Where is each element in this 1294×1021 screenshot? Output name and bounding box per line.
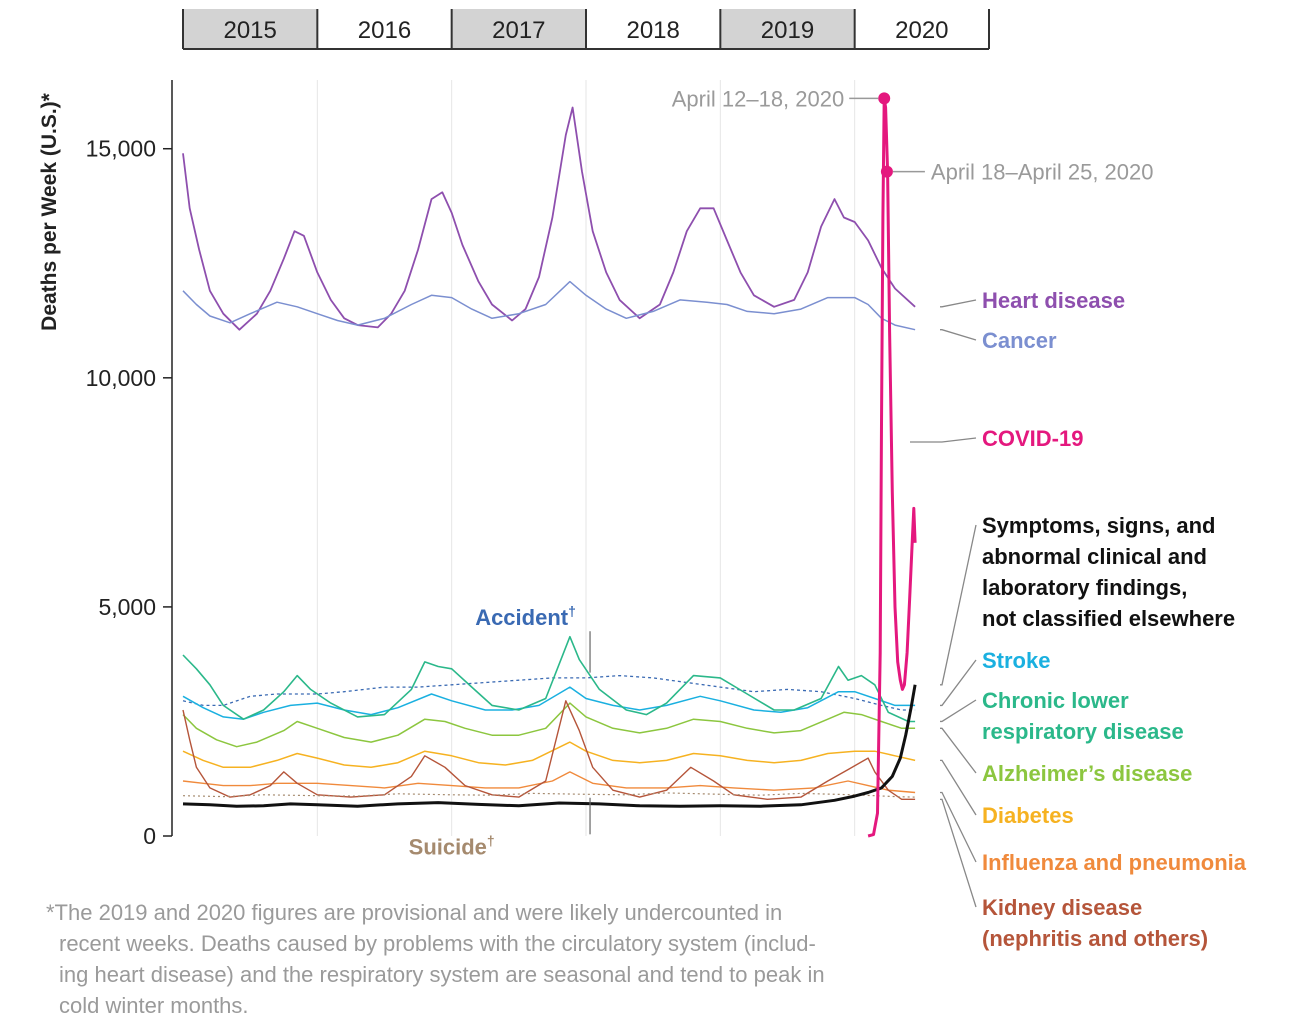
y-tick-label: 15,000 [86, 136, 156, 162]
series-label-text: Stroke [982, 648, 1050, 673]
series-label: Stroke [982, 648, 1050, 673]
series-label-text: Diabetes [982, 803, 1074, 828]
y-tick-label: 10,000 [86, 365, 156, 391]
series-line [182, 686, 916, 720]
series-label: Kidney disease (nephritis and others) [982, 895, 1208, 951]
label-leader [940, 791, 977, 863]
series-label-text: not classified elsewhere [982, 606, 1235, 631]
year-label: 2015 [223, 17, 276, 44]
series-label-text: Chronic lower [982, 688, 1129, 713]
series-label-text: COVID-19 [982, 426, 1083, 451]
series-label: Symptoms, signs, and abnormal clinical an… [982, 513, 1235, 631]
year-label: 2016 [358, 17, 411, 44]
series-label-text: (nephritis and others) [982, 926, 1208, 951]
series-label: Heart disease [982, 288, 1125, 313]
series-label: Chronic lower respiratory disease [982, 688, 1184, 744]
series-label-text: Symptoms, signs, and [982, 513, 1216, 538]
series-label-text: laboratory findings, [982, 575, 1187, 600]
y-tick-label: 0 [143, 823, 156, 849]
label-leader [940, 299, 977, 308]
series-line [182, 792, 916, 798]
y-axis-label: Deaths per Week (U.S.)* [38, 92, 61, 331]
footnote-line-2: recent weeks. Deaths caused by problems … [59, 931, 816, 956]
inline-series-label-dagger: † [487, 832, 495, 848]
label-leader [910, 437, 977, 443]
inline-series-label-dagger: † [568, 603, 576, 619]
year-label: 2019 [761, 17, 814, 44]
year-cell [317, 9, 452, 49]
series-label-text: Influenza and pneumonia [982, 850, 1247, 875]
series-line [182, 280, 916, 331]
series-label-text: abnormal clinical and [982, 544, 1207, 569]
series-label: COVID-19 [982, 426, 1083, 451]
label-leader [940, 798, 977, 908]
series-line [182, 635, 916, 723]
year-cell [854, 9, 989, 49]
series-line [182, 702, 916, 748]
year-label: 2020 [895, 17, 948, 44]
series-line [182, 674, 916, 711]
series-label: Diabetes [982, 803, 1074, 828]
series-label-text: Alzheimer’s disease [982, 761, 1192, 786]
year-label: 2018 [626, 17, 679, 44]
peak-marker [878, 92, 891, 105]
label-leader [940, 759, 977, 816]
year-cell [183, 9, 318, 49]
year-cell [586, 9, 721, 49]
series-label-text: Kidney disease [982, 895, 1142, 920]
marker-label: April 18–April 25, 2020 [931, 160, 1154, 185]
label-leader [940, 727, 977, 774]
series-line [182, 700, 916, 800]
footnote: *The 2019 and 2020 figures are provision… [46, 897, 946, 1021]
series-label-text: respiratory disease [982, 719, 1184, 744]
peak-marker [880, 165, 893, 178]
series-label: Influenza and pneumonia [982, 850, 1247, 875]
y-tick-label: 5,000 [98, 594, 156, 620]
label-leader [940, 329, 977, 341]
label-leader [940, 524, 977, 686]
series-line [182, 771, 916, 794]
label-leader [940, 699, 977, 723]
series-label-text: Heart disease [982, 288, 1125, 313]
series-label: Cancer [982, 328, 1057, 353]
year-cell [720, 9, 855, 49]
footnote-line-1: *The 2019 and 2020 figures are provision… [46, 900, 783, 925]
series-line [867, 96, 917, 838]
marker-label: April 12–18, 2020 [672, 86, 844, 111]
year-cell [451, 9, 586, 49]
series-line [182, 741, 916, 769]
series-line [182, 684, 917, 808]
footnote-line-4: cold winter months. [59, 993, 249, 1018]
footnote-line-3: ing heart disease) and the respiratory s… [59, 962, 825, 987]
inline-series-label: Accident† [475, 603, 576, 630]
series-line [182, 106, 916, 331]
year-label: 2017 [492, 17, 545, 44]
label-leader [940, 659, 977, 707]
series-label: Alzheimer’s disease [982, 761, 1192, 786]
inline-series-label: Suicide† [409, 832, 495, 859]
series-label-text: Cancer [982, 328, 1057, 353]
